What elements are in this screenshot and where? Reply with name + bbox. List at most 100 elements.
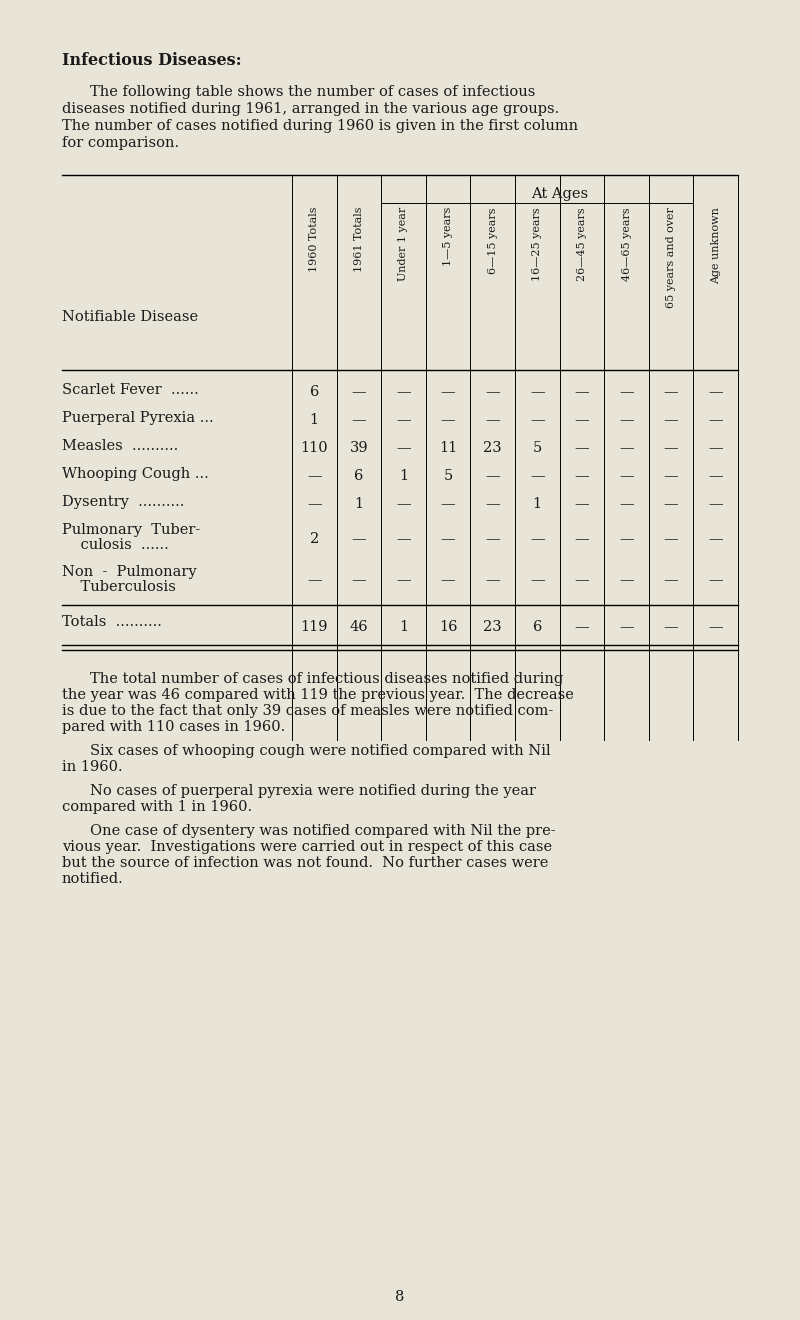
Text: —: — <box>574 469 590 483</box>
Text: —: — <box>530 573 545 587</box>
Text: pared with 110 cases in 1960.: pared with 110 cases in 1960. <box>62 719 286 734</box>
Text: Infectious Diseases:: Infectious Diseases: <box>62 51 242 69</box>
Text: but the source of infection was not found.  No further cases were: but the source of infection was not foun… <box>62 855 548 870</box>
Text: 6: 6 <box>533 620 542 634</box>
Text: —: — <box>441 385 455 399</box>
Text: —: — <box>574 498 590 511</box>
Text: At Ages: At Ages <box>531 187 588 201</box>
Text: —: — <box>619 413 634 426</box>
Text: —: — <box>619 469 634 483</box>
Text: 6: 6 <box>354 469 363 483</box>
Text: —: — <box>619 385 634 399</box>
Text: —: — <box>574 620 590 634</box>
Text: —: — <box>307 469 322 483</box>
Text: —: — <box>708 498 723 511</box>
Text: Whooping Cough ...: Whooping Cough ... <box>62 467 209 480</box>
Text: 39: 39 <box>350 441 368 455</box>
Text: —: — <box>664 469 678 483</box>
Text: Puerperal Pyrexia ...: Puerperal Pyrexia ... <box>62 411 214 425</box>
Text: 6: 6 <box>310 385 319 399</box>
Text: —: — <box>664 498 678 511</box>
Text: —: — <box>351 573 366 587</box>
Text: 26—45 years: 26—45 years <box>577 207 587 281</box>
Text: Scarlet Fever  ......: Scarlet Fever ...... <box>62 383 198 397</box>
Text: —: — <box>574 532 590 546</box>
Text: 1: 1 <box>399 469 408 483</box>
Text: —: — <box>396 573 411 587</box>
Text: 1960 Totals: 1960 Totals <box>310 207 319 272</box>
Text: —: — <box>441 532 455 546</box>
Text: 2: 2 <box>310 532 319 546</box>
Text: —: — <box>708 573 723 587</box>
Text: —: — <box>486 413 500 426</box>
Text: —: — <box>708 385 723 399</box>
Text: 119: 119 <box>301 620 328 634</box>
Text: —: — <box>664 385 678 399</box>
Text: Tuberculosis: Tuberculosis <box>62 579 176 594</box>
Text: —: — <box>396 498 411 511</box>
Text: Dysentry  ..........: Dysentry .......... <box>62 495 184 510</box>
Text: the year was 46 compared with 119 the previous year.  The decrease: the year was 46 compared with 119 the pr… <box>62 688 574 702</box>
Text: —: — <box>486 469 500 483</box>
Text: —: — <box>574 441 590 455</box>
Text: —: — <box>574 385 590 399</box>
Text: —: — <box>664 413 678 426</box>
Text: in 1960.: in 1960. <box>62 760 122 774</box>
Text: 1: 1 <box>354 498 363 511</box>
Text: One case of dysentery was notified compared with Nil the pre-: One case of dysentery was notified compa… <box>90 824 556 838</box>
Text: —: — <box>619 620 634 634</box>
Text: —: — <box>530 532 545 546</box>
Text: Six cases of whooping cough were notified compared with Nil: Six cases of whooping cough were notifie… <box>90 744 550 758</box>
Text: 1: 1 <box>399 620 408 634</box>
Text: —: — <box>396 441 411 455</box>
Text: —: — <box>708 413 723 426</box>
Text: 11: 11 <box>439 441 458 455</box>
Text: —: — <box>307 498 322 511</box>
Text: —: — <box>619 573 634 587</box>
Text: —: — <box>530 469 545 483</box>
Text: 1961 Totals: 1961 Totals <box>354 207 364 272</box>
Text: 23: 23 <box>483 441 502 455</box>
Text: —: — <box>664 573 678 587</box>
Text: —: — <box>574 573 590 587</box>
Text: 23: 23 <box>483 620 502 634</box>
Text: compared with 1 in 1960.: compared with 1 in 1960. <box>62 800 252 814</box>
Text: 110: 110 <box>301 441 328 455</box>
Text: —: — <box>486 573 500 587</box>
Text: The number of cases notified during 1960 is given in the first column: The number of cases notified during 1960… <box>62 119 578 133</box>
Text: —: — <box>708 532 723 546</box>
Text: —: — <box>441 413 455 426</box>
Text: 5: 5 <box>443 469 453 483</box>
Text: 8: 8 <box>395 1290 405 1304</box>
Text: Totals  ..........: Totals .......... <box>62 615 162 630</box>
Text: —: — <box>351 413 366 426</box>
Text: 46: 46 <box>350 620 368 634</box>
Text: for comparison.: for comparison. <box>62 136 179 150</box>
Text: culosis  ......: culosis ...... <box>62 539 169 552</box>
Text: —: — <box>351 385 366 399</box>
Text: is due to the fact that only 39 cases of measles were notified com-: is due to the fact that only 39 cases of… <box>62 704 554 718</box>
Text: Non  -  Pulmonary: Non - Pulmonary <box>62 565 197 579</box>
Text: 65 years and over: 65 years and over <box>666 207 676 308</box>
Text: —: — <box>351 532 366 546</box>
Text: —: — <box>664 532 678 546</box>
Text: —: — <box>396 532 411 546</box>
Text: 16: 16 <box>439 620 458 634</box>
Text: The total number of cases of infectious diseases notified during: The total number of cases of infectious … <box>90 672 563 686</box>
Text: Under 1 year: Under 1 year <box>398 207 409 281</box>
Text: —: — <box>441 498 455 511</box>
Text: —: — <box>664 441 678 455</box>
Text: Age unknown: Age unknown <box>710 207 721 284</box>
Text: Pulmonary  Tuber-: Pulmonary Tuber- <box>62 523 200 537</box>
Text: 1: 1 <box>310 413 319 426</box>
Text: 5: 5 <box>533 441 542 455</box>
Text: 1—5 years: 1—5 years <box>443 207 453 267</box>
Text: Measles  ..........: Measles .......... <box>62 440 178 453</box>
Text: —: — <box>619 441 634 455</box>
Text: —: — <box>530 413 545 426</box>
Text: —: — <box>708 620 723 634</box>
Text: —: — <box>307 573 322 587</box>
Text: diseases notified during 1961, arranged in the various age groups.: diseases notified during 1961, arranged … <box>62 102 559 116</box>
Text: —: — <box>486 385 500 399</box>
Text: —: — <box>441 573 455 587</box>
